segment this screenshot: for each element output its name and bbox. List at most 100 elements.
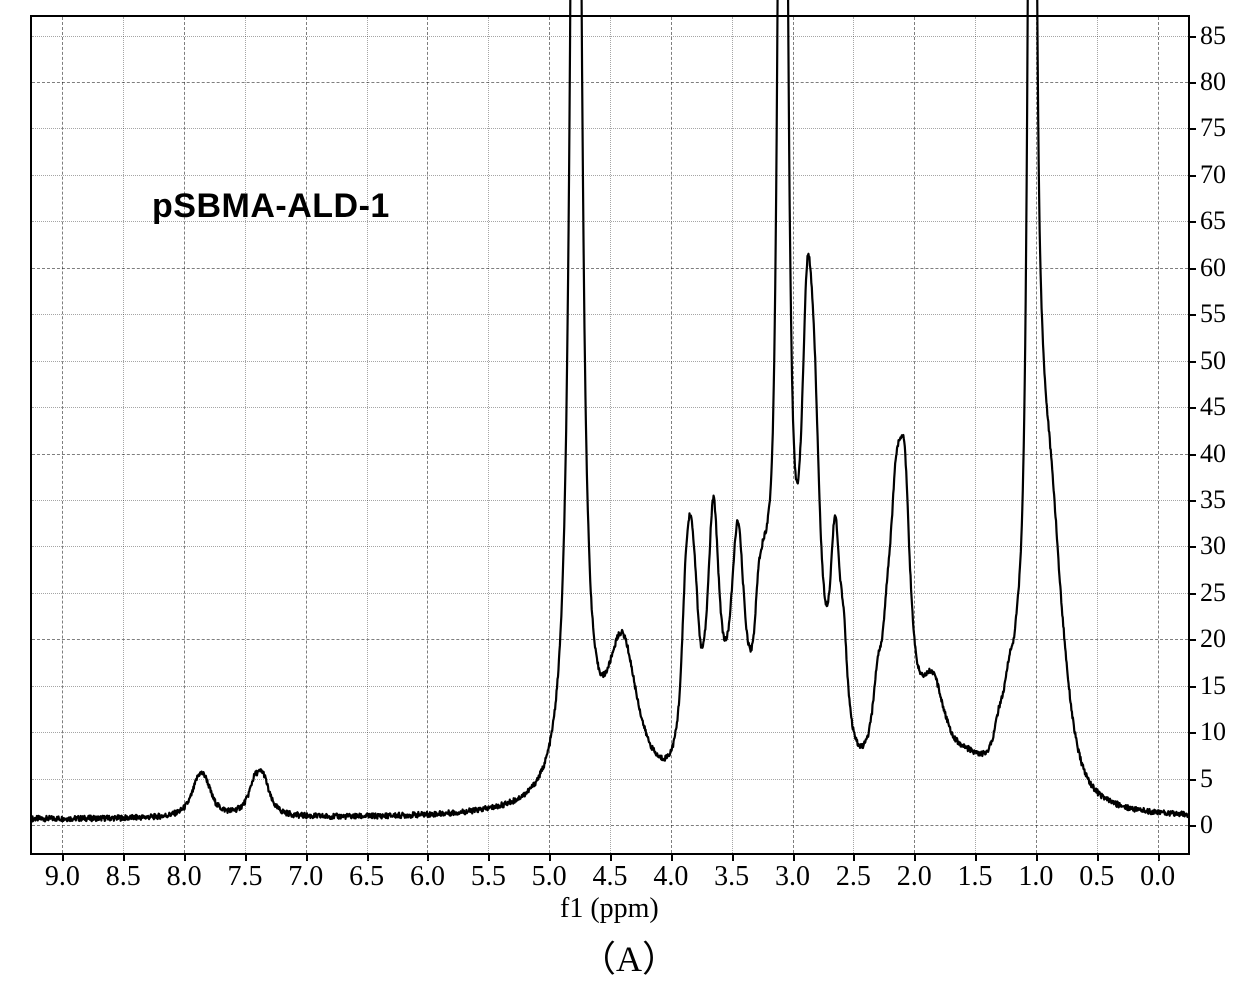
x-tick-label: 1.5 <box>958 861 993 893</box>
grid-minor-v <box>123 17 124 853</box>
y-tick-label: 35 <box>1200 485 1226 515</box>
y-tick <box>1188 82 1196 84</box>
x-axis-title: f1 (ppm) <box>560 893 659 925</box>
grid-major-v <box>1036 17 1037 853</box>
x-tick-label: 8.0 <box>167 861 202 893</box>
x-tick-label: 2.5 <box>836 861 871 893</box>
y-tick <box>1188 686 1196 688</box>
y-tick <box>1188 221 1196 223</box>
grid-minor-h <box>32 500 1188 501</box>
y-tick <box>1188 407 1196 409</box>
x-tick <box>306 853 308 861</box>
grid-major-v <box>549 17 550 853</box>
y-tick-label: 55 <box>1200 299 1226 329</box>
y-tick-label: 50 <box>1200 346 1226 376</box>
y-tick <box>1188 732 1196 734</box>
grid-major-h <box>32 639 1188 640</box>
grid-minor-h <box>32 221 1188 222</box>
x-tick-label: 0.0 <box>1140 861 1175 893</box>
grid-minor-h <box>32 128 1188 129</box>
x-tick-label: 2.0 <box>897 861 932 893</box>
x-tick-label: 7.5 <box>227 861 262 893</box>
grid-major-h <box>32 454 1188 455</box>
x-tick-label: 7.0 <box>288 861 323 893</box>
x-tick <box>1036 853 1038 861</box>
x-tick <box>123 853 125 861</box>
y-tick <box>1188 454 1196 456</box>
nmr-plot-area: pSBMA-ALD-1 <box>30 15 1190 855</box>
y-tick-label: 40 <box>1200 439 1226 469</box>
x-tick <box>62 853 64 861</box>
panel-caption: （A） <box>580 930 678 982</box>
y-tick-label: 60 <box>1200 253 1226 283</box>
grid-major-h <box>32 825 1188 826</box>
grid-major-h <box>32 82 1188 83</box>
y-tick-label: 0 <box>1200 810 1213 840</box>
x-tick-label: 5.0 <box>532 861 567 893</box>
grid-minor-v <box>975 17 976 853</box>
grid-major-v <box>62 17 63 853</box>
y-tick-label: 80 <box>1200 67 1226 97</box>
x-tick <box>488 853 490 861</box>
grid-minor-h <box>32 175 1188 176</box>
grid-major-v <box>914 17 915 853</box>
grid-minor-v <box>610 17 611 853</box>
y-tick-label: 30 <box>1200 531 1226 561</box>
y-tick <box>1188 36 1196 38</box>
x-tick <box>245 853 247 861</box>
grid-major-v <box>427 17 428 853</box>
x-tick <box>793 853 795 861</box>
grid-minor-h <box>32 732 1188 733</box>
y-tick <box>1188 268 1196 270</box>
x-tick <box>732 853 734 861</box>
grid-minor-h <box>32 361 1188 362</box>
y-tick-label: 15 <box>1200 671 1226 701</box>
grid-minor-v <box>853 17 854 853</box>
y-tick <box>1188 314 1196 316</box>
y-tick <box>1188 546 1196 548</box>
x-tick <box>914 853 916 861</box>
x-tick-label: 6.0 <box>410 861 445 893</box>
x-tick <box>975 853 977 861</box>
x-tick <box>427 853 429 861</box>
grid-major-v <box>793 17 794 853</box>
x-tick <box>610 853 612 861</box>
x-tick <box>184 853 186 861</box>
grid-major-h <box>32 268 1188 269</box>
x-tick <box>549 853 551 861</box>
y-tick-label: 20 <box>1200 624 1226 654</box>
x-tick-label: 3.0 <box>775 861 810 893</box>
grid-minor-h <box>32 779 1188 780</box>
y-tick <box>1188 175 1196 177</box>
x-tick <box>1158 853 1160 861</box>
grid-minor-h <box>32 36 1188 37</box>
grid-minor-v <box>732 17 733 853</box>
grid-major-v <box>306 17 307 853</box>
x-tick <box>853 853 855 861</box>
grid-minor-v <box>245 17 246 853</box>
grid-minor-h <box>32 593 1188 594</box>
y-tick <box>1188 500 1196 502</box>
x-tick <box>367 853 369 861</box>
grid-minor-v <box>367 17 368 853</box>
grid-minor-v <box>1097 17 1098 853</box>
y-tick-label: 75 <box>1200 113 1226 143</box>
y-tick-label: 10 <box>1200 717 1226 747</box>
y-tick-label: 5 <box>1200 764 1213 794</box>
y-tick <box>1188 639 1196 641</box>
grid-minor-h <box>32 407 1188 408</box>
x-tick-label: 8.5 <box>106 861 141 893</box>
grid-major-v <box>1158 17 1159 853</box>
grid-minor-h <box>32 314 1188 315</box>
x-tick-label: 1.0 <box>1018 861 1053 893</box>
grid-major-v <box>671 17 672 853</box>
x-tick-label: 6.5 <box>349 861 384 893</box>
y-tick-label: 85 <box>1200 21 1226 51</box>
y-tick <box>1188 825 1196 827</box>
grid-major-v <box>184 17 185 853</box>
y-tick-label: 70 <box>1200 160 1226 190</box>
y-tick-label: 45 <box>1200 392 1226 422</box>
x-tick-label: 9.0 <box>45 861 80 893</box>
page: pSBMA-ALD-1 9.08.58.07.57.06.56.05.55.04… <box>0 0 1240 971</box>
y-tick <box>1188 593 1196 595</box>
